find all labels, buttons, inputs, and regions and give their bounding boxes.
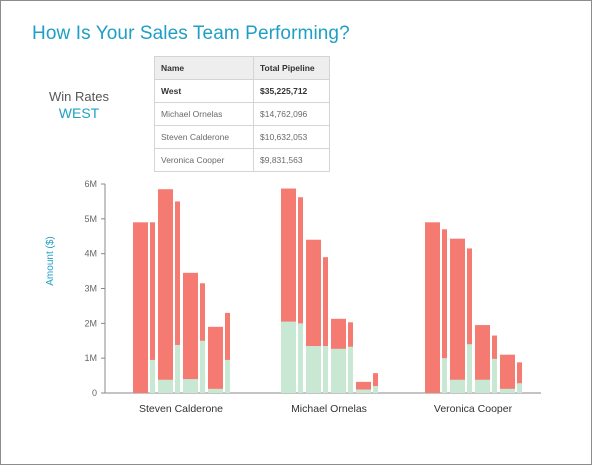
bar-total [467, 248, 472, 393]
bar-total [200, 283, 205, 393]
y-tick-label: 0 [92, 388, 97, 398]
bar-won [158, 379, 173, 393]
table-row[interactable]: Steven Calderone $10,632,053 [154, 125, 330, 149]
row-name: Michael Ornelas [154, 102, 254, 126]
bar-won [331, 348, 346, 393]
bar-won [306, 345, 321, 393]
bar-won [323, 345, 328, 393]
page-title: How Is Your Sales Team Performing? [32, 23, 350, 44]
bar-won [475, 379, 490, 393]
x-category-label: Veronica Cooper [434, 403, 513, 415]
bar-won [500, 388, 515, 393]
bar-won [356, 389, 371, 393]
table-row[interactable]: West $35,225,712 [154, 79, 330, 103]
bar-total [208, 326, 223, 393]
bar-won [467, 344, 472, 393]
bar-won [450, 379, 465, 393]
bar-total [183, 272, 198, 393]
bar-total [475, 325, 490, 393]
bar-total [150, 222, 155, 393]
row-name: Steven Calderone [154, 125, 254, 149]
y-axis-label: Amount ($) [45, 236, 56, 285]
bar-total [442, 229, 447, 393]
bar-total [356, 381, 371, 393]
bar-total [175, 201, 180, 393]
bar-total [133, 222, 148, 393]
x-category-label: Steven Calderone [139, 403, 223, 415]
x-category-label: Michael Ornelas [291, 403, 367, 415]
bar-total [323, 257, 328, 393]
y-tick-label: 5M [84, 214, 97, 224]
table-row[interactable]: Veronica Cooper $9,831,563 [154, 148, 330, 172]
table-row[interactable]: Michael Ornelas $14,762,096 [154, 102, 330, 126]
y-tick-label: 1M [84, 353, 97, 363]
bar-won [281, 321, 296, 393]
row-value: $9,831,563 [253, 148, 330, 172]
bar-total [450, 238, 465, 393]
bar-won [442, 358, 447, 393]
bar-total [500, 354, 515, 393]
bar-total [158, 189, 173, 393]
bar-won [373, 386, 378, 393]
pipeline-table: Name Total Pipeline West $35,225,712 Mic… [154, 56, 330, 172]
bar-won [348, 346, 353, 393]
bar-won [208, 388, 223, 393]
win-rates-panel: Win Rates WEST [47, 88, 111, 122]
bar-total [225, 312, 230, 393]
bar-won [225, 359, 230, 393]
row-name: Veronica Cooper [154, 148, 254, 172]
bar-won [517, 383, 522, 393]
row-value: $10,632,053 [253, 125, 330, 149]
y-tick-label: 4M [84, 249, 97, 259]
bar-total [517, 362, 522, 393]
win-rates-region[interactable]: WEST [58, 105, 100, 121]
bar-won [492, 358, 497, 393]
bar-total [425, 222, 440, 393]
y-tick-label: 3M [84, 284, 97, 294]
bar-won [150, 359, 155, 393]
y-tick-label: 2M [84, 318, 97, 328]
bar-won [175, 344, 180, 393]
bar-total [373, 373, 378, 393]
bar-won [298, 323, 303, 393]
win-rates-label: Win Rates [49, 89, 109, 104]
header-name[interactable]: Name [154, 56, 254, 80]
bar-won [183, 379, 198, 393]
bar-total [298, 197, 303, 393]
y-tick-label: 6M [84, 179, 97, 189]
bar-won [200, 340, 205, 393]
